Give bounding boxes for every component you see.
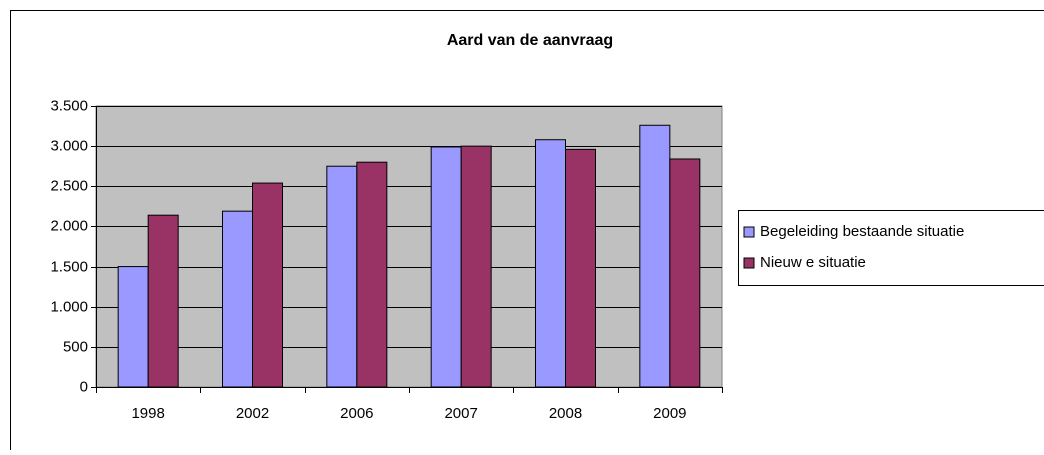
legend-box xyxy=(739,211,1044,286)
legend-label: Nieuw e situatie xyxy=(760,254,866,271)
y-tick-label: 2.500 xyxy=(50,177,88,194)
x-tick-label: 2009 xyxy=(653,405,686,422)
y-tick-label: 3.000 xyxy=(50,137,88,154)
y-tick-label: 1.500 xyxy=(50,258,88,275)
bar xyxy=(461,146,491,387)
bar xyxy=(640,125,670,387)
legend-label: Begeleiding bestaande situatie xyxy=(760,223,964,240)
y-tick-label: 3.500 xyxy=(50,97,88,114)
x-tick-label: 2006 xyxy=(340,405,373,422)
bar xyxy=(253,183,283,387)
y-tick-label: 0 xyxy=(80,378,88,395)
legend-swatch xyxy=(744,258,754,268)
y-tick-label: 1.000 xyxy=(50,298,88,315)
legend-swatch xyxy=(744,227,754,237)
x-tick-label: 2008 xyxy=(549,405,582,422)
plot-area xyxy=(96,106,722,387)
bar xyxy=(223,211,253,387)
bar xyxy=(118,267,148,387)
chart-title: Aard van de aanvraag xyxy=(447,32,613,49)
bar xyxy=(431,147,461,387)
bar xyxy=(148,215,178,387)
bar xyxy=(327,166,357,387)
x-tick-label: 2002 xyxy=(236,405,269,422)
bar xyxy=(357,162,387,387)
y-tick-label: 2.000 xyxy=(50,217,88,234)
x-tick-label: 1998 xyxy=(131,405,164,422)
x-tick-label: 2007 xyxy=(444,405,477,422)
y-tick-label: 500 xyxy=(63,338,88,355)
bar xyxy=(670,159,700,387)
bar xyxy=(566,149,596,387)
bar xyxy=(536,140,566,387)
